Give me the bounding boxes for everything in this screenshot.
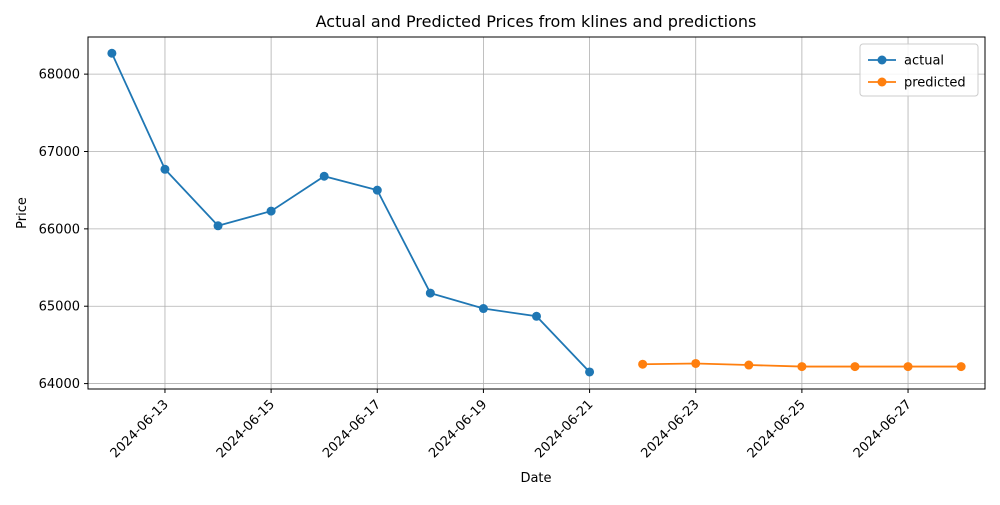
data-point-predicted bbox=[691, 358, 701, 368]
y-axis-label: Price bbox=[15, 197, 30, 229]
legend-label: actual bbox=[904, 54, 944, 69]
x-tick-label: 2024-06-17 bbox=[320, 397, 384, 461]
y-tick-label: 67000 bbox=[39, 145, 80, 160]
data-point-actual bbox=[372, 185, 382, 195]
axes: 64000 65000 66000 67000 68000 2024-06-13 2024-… bbox=[39, 68, 915, 462]
data-point-predicted bbox=[956, 362, 966, 372]
y-tick-label: 65000 bbox=[39, 300, 80, 315]
x-tick-label: 2024-06-25 bbox=[745, 397, 809, 461]
legend: actual predicted bbox=[859, 43, 979, 97]
y-tick-label: 64000 bbox=[39, 377, 80, 392]
legend-swatch-marker bbox=[877, 55, 887, 65]
x-tick-label: 2024-06-15 bbox=[214, 397, 278, 461]
legend-label: predicted bbox=[904, 76, 966, 91]
x-axis-label: Date bbox=[520, 471, 551, 486]
x-tick-label: 2024-06-21 bbox=[532, 397, 596, 461]
x-tick-label: 2024-06-23 bbox=[639, 397, 703, 461]
data-point-actual bbox=[319, 171, 329, 181]
data-point-actual bbox=[478, 304, 488, 314]
data-point-predicted bbox=[850, 362, 860, 372]
series-line-actual bbox=[111, 52, 591, 373]
plot-frame bbox=[87, 36, 986, 390]
legend-swatch-marker bbox=[877, 77, 887, 87]
chart-title: Actual and Predicted Prices from klines … bbox=[316, 12, 757, 31]
data-point-actual bbox=[532, 311, 541, 321]
legend-box bbox=[859, 43, 979, 97]
data-point-actual bbox=[107, 48, 117, 58]
y-tick-label: 68000 bbox=[39, 68, 80, 83]
y-tick-label: 66000 bbox=[39, 222, 80, 237]
data-point-actual bbox=[160, 164, 170, 174]
data-point-predicted bbox=[903, 362, 913, 372]
x-tick-label: 2024-06-19 bbox=[426, 397, 490, 461]
data-point-actual bbox=[213, 221, 223, 231]
data-point-predicted bbox=[638, 359, 648, 369]
grid bbox=[88, 37, 985, 389]
x-tick-label: 2024-06-13 bbox=[108, 397, 172, 461]
data-point-predicted bbox=[797, 362, 807, 372]
data-point-actual bbox=[266, 206, 276, 216]
series-layer bbox=[107, 48, 966, 377]
x-tick-label: 2024-06-27 bbox=[851, 397, 915, 461]
data-point-predicted bbox=[744, 360, 754, 370]
data-point-actual bbox=[585, 367, 595, 377]
data-point-actual bbox=[425, 288, 435, 298]
